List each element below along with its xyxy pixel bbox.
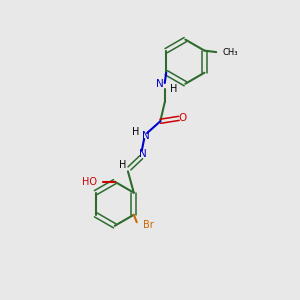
Text: N: N: [156, 80, 164, 89]
Text: Br: Br: [143, 220, 154, 230]
Text: CH₃: CH₃: [222, 48, 238, 57]
Text: H: H: [119, 160, 126, 170]
Text: O: O: [178, 113, 187, 123]
Text: N: N: [142, 131, 149, 141]
Text: H: H: [132, 127, 140, 136]
Text: H: H: [170, 85, 177, 94]
Text: HO: HO: [82, 177, 97, 187]
Text: N: N: [139, 149, 146, 159]
